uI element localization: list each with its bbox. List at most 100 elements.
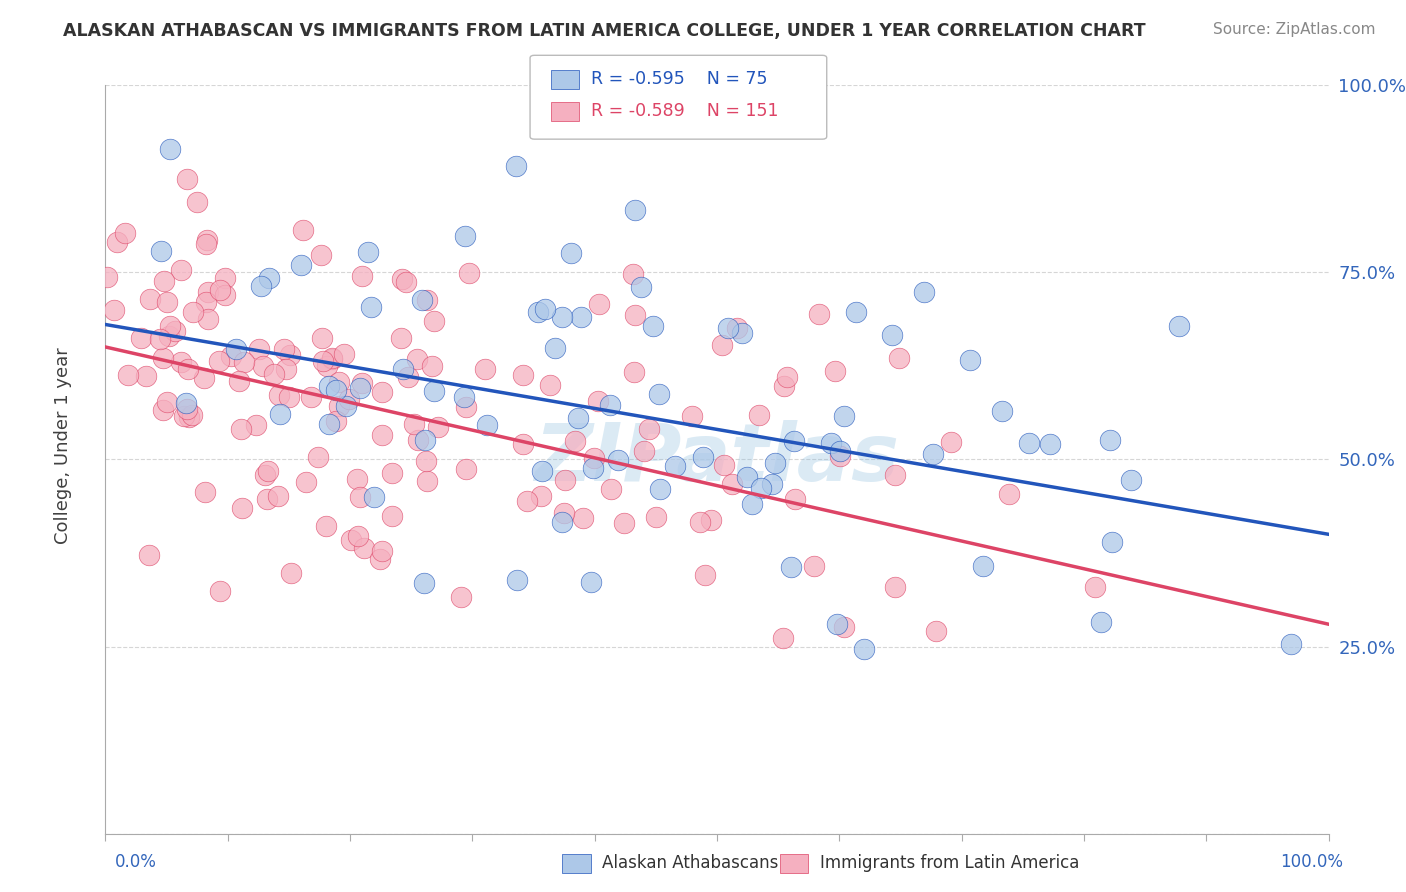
Point — [713, 458, 735, 473]
Point — [328, 399, 350, 413]
Point — [884, 467, 907, 482]
Point — [103, 302, 125, 317]
Point — [371, 384, 394, 399]
Point — [700, 512, 723, 526]
Point — [824, 364, 846, 378]
Point — [427, 419, 450, 434]
Point — [773, 379, 796, 393]
Point — [252, 359, 274, 373]
Point — [231, 422, 253, 436]
Text: College, Under 1 year: College, Under 1 year — [55, 348, 72, 544]
Point — [349, 381, 371, 395]
Point — [280, 348, 302, 362]
Point — [560, 246, 582, 260]
Point — [170, 263, 193, 277]
Text: 0.0%: 0.0% — [115, 853, 157, 871]
Point — [321, 351, 343, 366]
Point — [599, 398, 621, 412]
Point — [231, 501, 253, 516]
Point — [159, 318, 181, 333]
Point — [803, 559, 825, 574]
Point — [621, 267, 644, 281]
Point — [291, 223, 314, 237]
Point — [346, 472, 368, 486]
Point — [105, 235, 128, 249]
Point — [912, 285, 935, 300]
Point — [346, 529, 368, 543]
Point — [315, 359, 337, 374]
Point — [309, 248, 332, 262]
Point — [807, 307, 830, 321]
Point — [153, 274, 176, 288]
Point — [180, 408, 202, 422]
Point — [325, 384, 347, 398]
Point — [209, 584, 232, 599]
Point — [637, 422, 659, 436]
Point — [420, 359, 443, 374]
Point — [186, 194, 208, 209]
Point — [335, 399, 357, 413]
Point — [623, 366, 645, 380]
Point — [249, 279, 271, 293]
Point — [506, 573, 529, 587]
Point — [381, 509, 404, 524]
Point — [454, 228, 477, 243]
Point — [349, 490, 371, 504]
Point — [477, 417, 499, 432]
Point — [884, 580, 907, 594]
Point — [176, 171, 198, 186]
Point — [273, 342, 295, 356]
Point — [149, 332, 172, 346]
Point — [959, 352, 981, 367]
Point — [832, 409, 855, 423]
Point — [173, 409, 195, 423]
Point — [181, 304, 204, 318]
Point — [725, 321, 748, 335]
Point — [581, 575, 603, 590]
Point — [290, 258, 312, 272]
Point — [474, 362, 496, 376]
Point — [363, 490, 385, 504]
Point — [530, 464, 553, 478]
Point — [174, 396, 197, 410]
Point — [681, 409, 703, 424]
Point — [889, 351, 911, 365]
Text: R = -0.589    N = 151: R = -0.589 N = 151 — [591, 103, 778, 120]
Point — [254, 468, 277, 483]
Point — [165, 324, 187, 338]
Point — [505, 159, 527, 173]
Point — [411, 293, 433, 308]
Point — [114, 226, 136, 240]
Point — [551, 310, 574, 325]
Point — [1090, 615, 1112, 629]
Point — [321, 351, 343, 365]
Point — [209, 283, 232, 297]
Point — [526, 305, 548, 319]
Point — [170, 354, 193, 368]
Point — [135, 369, 157, 384]
Point — [138, 548, 160, 562]
Point — [156, 394, 179, 409]
Point — [307, 450, 329, 465]
Text: 100.0%: 100.0% — [1279, 853, 1343, 871]
Point — [311, 354, 333, 368]
Point — [274, 362, 297, 376]
Point — [941, 434, 963, 449]
Point — [516, 494, 538, 508]
Point — [991, 404, 1014, 418]
Point — [225, 342, 247, 356]
Point — [219, 349, 242, 363]
Point — [413, 575, 436, 590]
Point — [882, 327, 904, 342]
Point — [299, 390, 322, 404]
Point — [413, 433, 436, 447]
Text: Immigrants from Latin America: Immigrants from Latin America — [820, 855, 1078, 872]
Point — [748, 408, 770, 422]
Point — [564, 434, 586, 449]
Point — [572, 511, 595, 525]
Point — [294, 475, 316, 490]
Point — [785, 492, 807, 507]
Point — [228, 375, 250, 389]
Point — [197, 285, 219, 299]
Point — [569, 310, 592, 325]
